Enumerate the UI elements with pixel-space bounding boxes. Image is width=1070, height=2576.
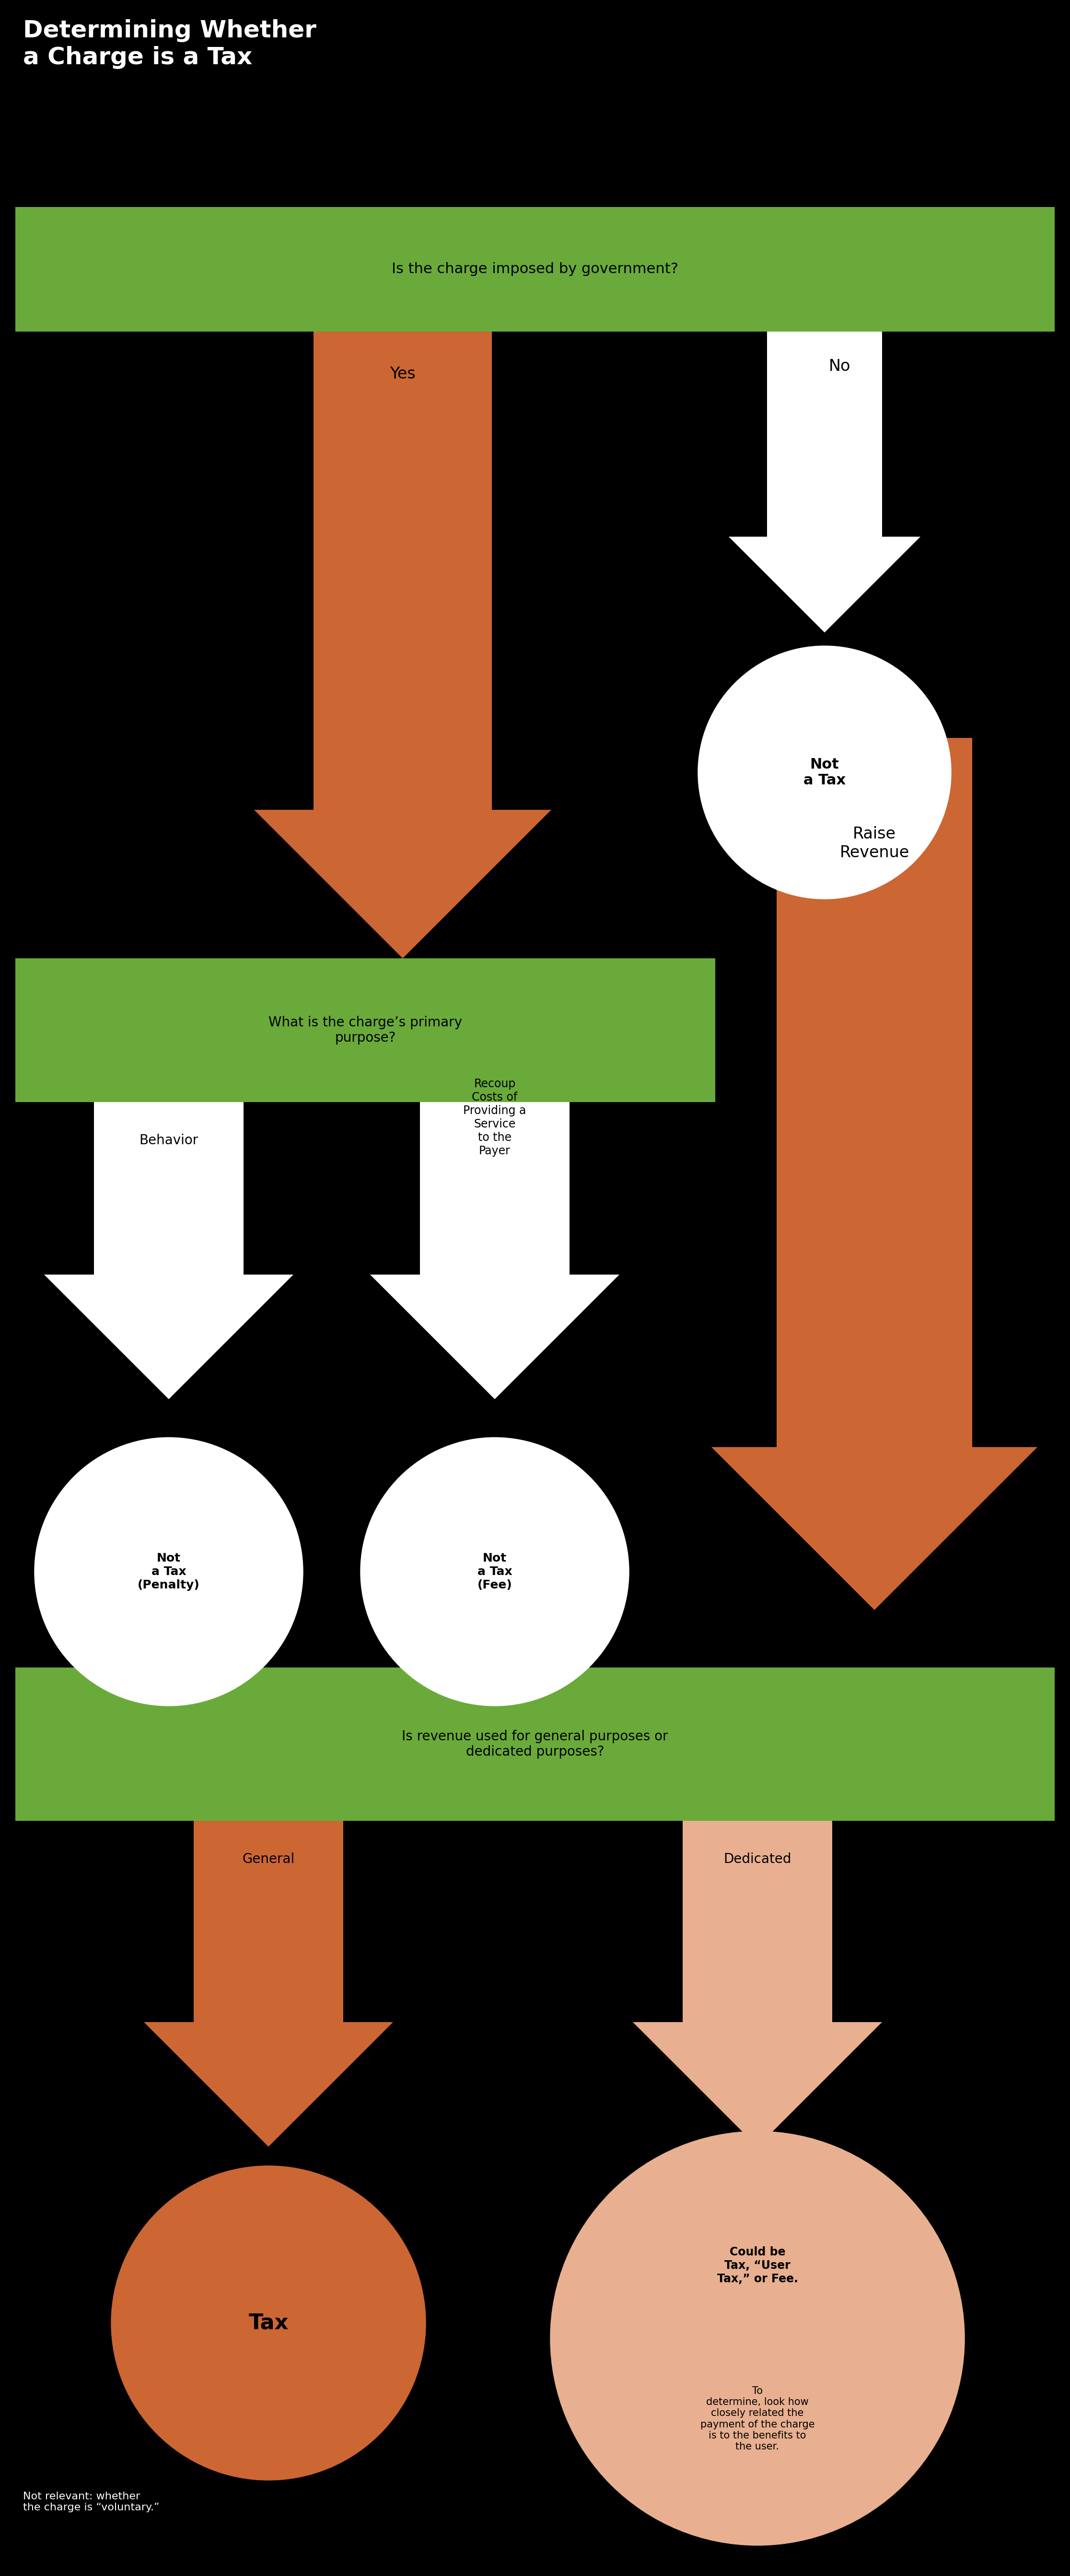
Text: Not
a Tax: Not a Tax [804,757,845,788]
Text: Is revenue used for general purposes or
dedicated purposes?: Is revenue used for general purposes or … [402,1728,668,1759]
Text: Yes: Yes [389,366,415,381]
Bar [777,737,973,1448]
Polygon shape [143,2022,393,2146]
Polygon shape [370,1275,620,1399]
Circle shape [550,2130,964,2545]
Polygon shape [254,809,551,958]
Bar [15,206,1055,332]
Text: No: No [829,358,851,374]
Bar [194,1821,343,2022]
Bar [15,1667,1055,1821]
Bar [419,1103,569,1275]
Text: General: General [242,1852,294,1865]
Circle shape [361,1437,629,1705]
Text: Could be
Tax, “User
Tax,” or Fee.: Could be Tax, “User Tax,” or Fee. [717,2246,798,2285]
Text: To
determine, look how
closely related the
payment of the charge
is to the benef: To determine, look how closely related t… [700,2385,814,2452]
Text: Recoup
Costs of
Providing a
Service
to the
Payer: Recoup Costs of Providing a Service to t… [463,1079,526,1157]
Bar [15,958,715,1103]
Polygon shape [632,2022,882,2146]
Bar [314,332,492,809]
Text: Determining Whether
a Charge is a Tax: Determining Whether a Charge is a Tax [24,18,317,70]
Polygon shape [44,1275,293,1399]
Bar [767,332,882,536]
Text: Not
a Tax
(Fee): Not a Tax (Fee) [477,1553,513,1592]
Text: Is the charge imposed by government?: Is the charge imposed by government? [392,263,678,276]
Text: What is the charge’s primary
purpose?: What is the charge’s primary purpose? [269,1015,462,1046]
Text: Dedicated: Dedicated [723,1852,792,1865]
Text: Not
a Tax
(Penalty): Not a Tax (Penalty) [138,1553,200,1592]
Polygon shape [729,536,920,634]
Polygon shape [712,1448,1038,1610]
Circle shape [34,1437,303,1705]
Text: Tax: Tax [248,2313,289,2334]
Circle shape [698,647,951,899]
Text: Behavior: Behavior [139,1133,198,1146]
Text: Raise
Revenue: Raise Revenue [840,827,910,860]
Text: Not relevant: whether
the charge is “voluntary.”: Not relevant: whether the charge is “vol… [24,2491,159,2512]
Bar [683,1821,832,2022]
Circle shape [111,2166,426,2481]
Bar [94,1103,244,1275]
